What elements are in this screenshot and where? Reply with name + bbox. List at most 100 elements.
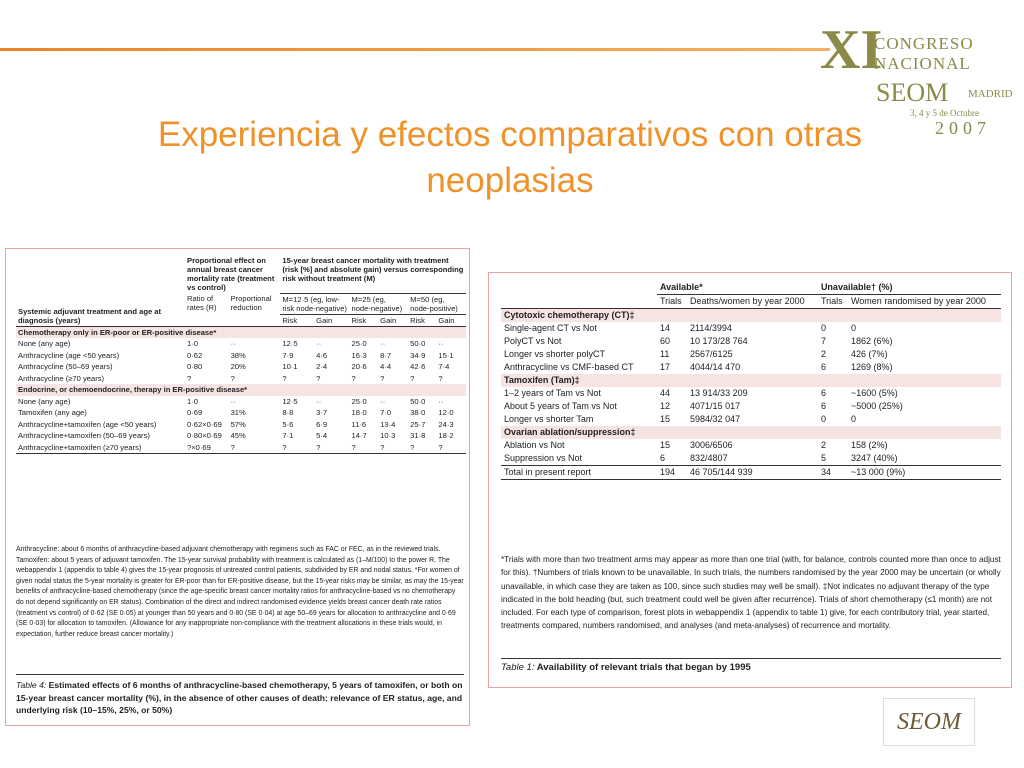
- cell: ··: [316, 396, 322, 406]
- caption-label: Table 1:: [501, 662, 535, 673]
- cell: 10·3: [380, 431, 396, 441]
- group-header: Proportional effect on annual breast can…: [187, 256, 275, 292]
- cell: 5984/32 047: [690, 414, 741, 424]
- cell: 1·0: [187, 339, 198, 349]
- cell: ··: [380, 396, 386, 406]
- column-header: Ratio of rates (R): [185, 293, 229, 327]
- row-label: Single-agent CT vs Not: [504, 323, 597, 333]
- row-label: Anthracycline (age <50 years): [18, 350, 120, 360]
- cell: ?: [380, 373, 385, 383]
- logo-line: CONGRESO: [874, 34, 974, 53]
- section-row: Endocrine, or chemoendocrine, therapy in…: [16, 384, 466, 396]
- cell: 158 (2%): [850, 440, 888, 450]
- cell: 1862 (6%): [850, 336, 893, 346]
- cell: 17: [660, 362, 671, 372]
- header-rule: [0, 48, 830, 51]
- cell: 7·9: [282, 350, 294, 360]
- congress-logo: XI CONGRESO NACIONAL SEOM MADRID 3, 4 y …: [820, 18, 1020, 148]
- cell: 1269 (8%): [850, 362, 893, 372]
- cell: ?: [316, 373, 321, 383]
- cell: 50·0: [410, 396, 426, 406]
- sub-header: Gain: [314, 314, 350, 327]
- cell: 57%: [230, 419, 246, 429]
- cell: 13 914/33 209: [690, 388, 748, 398]
- cell: 18·0: [351, 408, 367, 418]
- cell: 24·3: [438, 419, 454, 429]
- cell: 0·62×0·69: [187, 419, 222, 429]
- cell: 6: [820, 388, 826, 398]
- table-row: Suppression vs Not 6 832/4807 5 3247 (40%): [501, 452, 1001, 466]
- table-row: None (any age) 1·0 ·· 12·5 ·· 25·0 ·· 50·0 ··: [16, 338, 466, 350]
- group-header: 15-year breast cancer mortality with tre…: [280, 255, 466, 294]
- cell: 0: [820, 414, 826, 424]
- row-label: Suppression vs Not: [504, 453, 583, 463]
- column-header: Trials: [817, 294, 848, 309]
- cell: 12·0: [438, 408, 454, 418]
- section-row: Ovarian ablation/suppression‡: [501, 426, 1001, 439]
- cell: ?: [228, 441, 281, 454]
- sub-header: Risk: [349, 314, 379, 327]
- cell: ··: [230, 396, 236, 406]
- cell: ?: [436, 441, 466, 454]
- section-heading: Tamoxifen (Tam)‡: [501, 374, 1001, 387]
- cell: 25·7: [410, 419, 426, 429]
- cell: 12: [660, 401, 671, 411]
- row-label: None (any age): [18, 396, 71, 406]
- cell: 13·4: [380, 419, 396, 429]
- cell: 5: [820, 453, 826, 463]
- cell: 16·3: [351, 350, 367, 360]
- footer-logo: SEOM: [883, 698, 975, 746]
- cell: ?: [280, 441, 315, 454]
- cell: 31·8: [410, 431, 426, 441]
- table-row: Single-agent CT vs Not 14 2114/3994 0 0: [501, 322, 1001, 335]
- row-label: Anthracycline+tamoxifen (age <50 years): [18, 419, 157, 429]
- table-row: None (any age) 1·0 ·· 12·5 ·· 25·0 ·· 50·0 ··: [16, 396, 466, 408]
- cell: 7·0: [380, 408, 392, 418]
- cell: ?: [349, 441, 379, 454]
- table-row: Anthracycline vs CMF-based CT 17 4044/14 4…: [501, 361, 1001, 374]
- cell: 38·0: [410, 408, 426, 418]
- table-row: Anthracycline (≥70 years)????????: [16, 373, 466, 385]
- row-label: Anthracycline vs CMF-based CT: [504, 362, 634, 372]
- logo-dates: 3, 4 y 5 de Octubre: [910, 108, 979, 118]
- cell: 6: [820, 401, 826, 411]
- cell: ?: [314, 441, 350, 454]
- row-label: 1–2 years of Tam vs Not: [504, 388, 601, 398]
- row-label: PolyCT vs Not: [504, 336, 562, 346]
- cell: 2·4: [316, 362, 328, 372]
- cell: 2: [820, 349, 826, 359]
- cell: 8·7: [380, 350, 392, 360]
- cell: 4·6: [316, 350, 328, 360]
- cell: ··: [316, 339, 322, 349]
- logo-brand: SEOM: [876, 78, 949, 107]
- cell: 3·7: [316, 408, 328, 418]
- cell: ?: [410, 373, 415, 383]
- cell: 0: [850, 414, 856, 424]
- row-label: About 5 years of Tam vs Not: [504, 401, 617, 411]
- group-header: Available*: [657, 281, 818, 295]
- cell: ~5000 (25%): [850, 401, 903, 411]
- column-header: Trials: [657, 294, 688, 309]
- table-notes: *Trials with more than two treatment arm…: [501, 555, 1001, 631]
- cell: ?: [408, 441, 437, 454]
- cell: 15: [660, 440, 671, 450]
- sub-header: Gain: [378, 314, 409, 327]
- table-row: Anthracycline+tamoxifen (age <50 years) 0…: [16, 419, 466, 431]
- cell: ?: [438, 373, 443, 383]
- section-heading: Ovarian ablation/suppression‡: [501, 426, 1001, 439]
- table-row: Anthracycline+tamoxifen (50–69 years) 0·8…: [16, 430, 466, 442]
- cell: 20%: [230, 362, 246, 372]
- cell: 60: [660, 336, 671, 346]
- row-label: None (any age): [18, 339, 71, 349]
- cell: 0·62: [187, 350, 203, 360]
- cell: 46 705/144 939: [687, 465, 818, 480]
- table-1-panel: Available* Unavailable† (%) Trials Deaths…: [488, 272, 1012, 688]
- cell: 12·5: [282, 339, 298, 349]
- table-row: Anthracycline+tamoxifen (≥70 years) ?×0·6…: [16, 441, 466, 454]
- logo-city: MADRID: [968, 88, 1013, 100]
- group-header: Unavailable† (%): [817, 281, 1001, 295]
- row-label: Anthracycline (50–69 years): [18, 362, 113, 372]
- cell: 5·6: [282, 419, 294, 429]
- cell: ?: [378, 441, 409, 454]
